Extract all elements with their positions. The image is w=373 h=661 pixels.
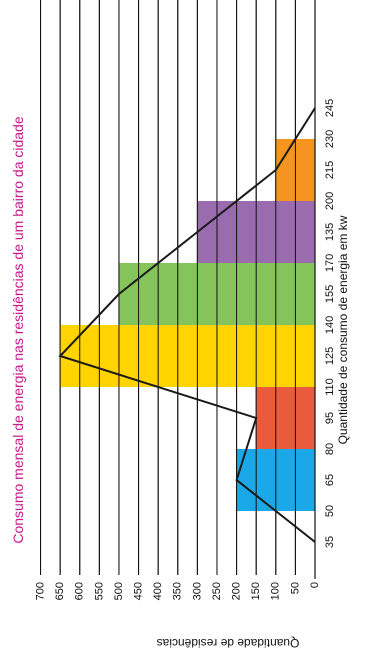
x-tick-label: 170 (324, 254, 336, 272)
x-tick-label: 245 (324, 99, 336, 117)
x-tick-label: 135 (324, 223, 336, 241)
chart-title: Consumo mensal de energia nas residência… (10, 116, 26, 543)
x-tick-label: 125 (324, 347, 336, 365)
y-tick-label: 50 (289, 582, 301, 594)
x-tick-label: 140 (324, 316, 336, 334)
y-tick-label: 600 (74, 582, 86, 600)
x-tick-label: 95 (324, 412, 336, 424)
y-tick-label: 450 (132, 582, 144, 600)
x-tick-label: 110 (324, 378, 336, 396)
y-tick-label: 700 (34, 582, 46, 600)
x-tick-label: 50 (324, 505, 336, 517)
y-tick-label: 400 (152, 582, 164, 600)
y-tick-label: 300 (191, 582, 203, 600)
frequency-line (58, 107, 316, 543)
x-tick-label: 155 (324, 285, 336, 303)
x-tick-label: 215 (324, 161, 336, 179)
y-tick-label: 0 (309, 582, 321, 588)
y-axis-label: Quantidade de residências (157, 636, 300, 650)
x-tick-label: 230 (324, 130, 336, 148)
bars (60, 139, 315, 511)
x-axis-label: Quantidade de consumo de energia em kw (336, 215, 350, 444)
y-tick-label: 100 (270, 582, 282, 600)
y-tick-label: 150 (250, 582, 262, 600)
x-tick-label: 35 (324, 536, 336, 548)
frequency-polygon (40, 0, 316, 575)
y-tick-label: 550 (93, 582, 105, 600)
y-tick-label: 350 (172, 582, 184, 600)
x-tick-labels: 35 50 65 80 95 110 125 140 155 170 135 200 215 230 245 (324, 99, 336, 548)
x-tick-label: 200 (324, 192, 336, 210)
y-tick-label: 200 (230, 582, 242, 600)
y-tick-label: 650 (54, 582, 66, 600)
y-tick-labels: 0 50 100 150 200 250 300 350 400 450 500 550 600 650 7… (34, 582, 320, 600)
x-tick-label: 80 (324, 443, 336, 455)
y-tick-label: 250 (211, 582, 223, 600)
y-tick-label: 500 (113, 582, 125, 600)
bar-80-110 (256, 387, 315, 449)
bar-110-140 (60, 325, 315, 387)
x-tick-label: 65 (324, 474, 336, 486)
